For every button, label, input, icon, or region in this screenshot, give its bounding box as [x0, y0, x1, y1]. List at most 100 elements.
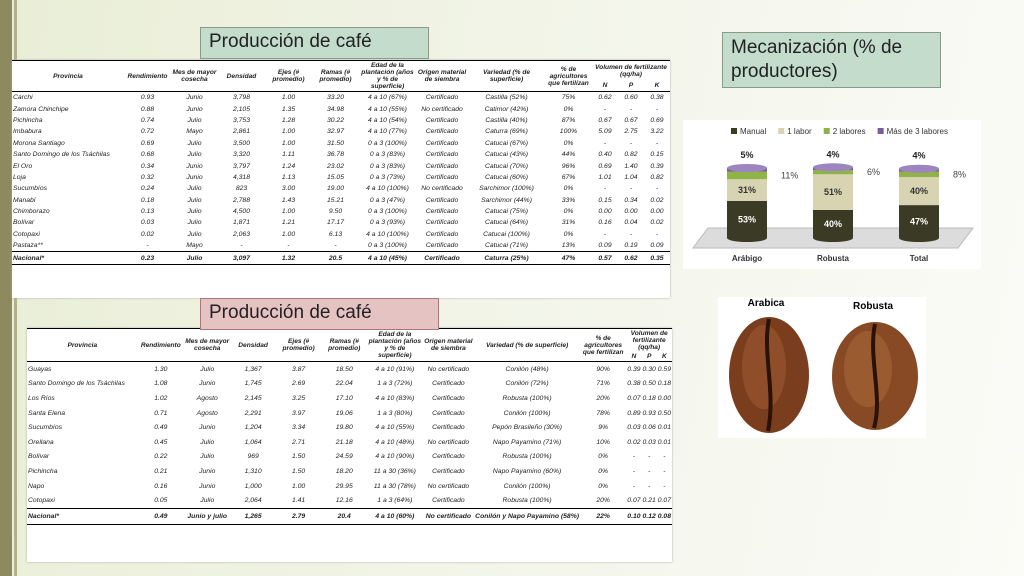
- table-cell: 0.08: [656, 507, 672, 525]
- table-cell: Cotopaxi: [28, 497, 55, 505]
- table-cell: 4 a 10 (91%): [375, 365, 415, 373]
- column-header: Variedad (% de superficie): [468, 60, 545, 92]
- table-cell: Morona Santiago: [13, 139, 65, 147]
- bean-highlight: [844, 331, 892, 407]
- table-title: Producción de café: [200, 298, 439, 330]
- table-cell: 20.4: [321, 507, 368, 525]
- table-cell: 71%: [596, 380, 610, 388]
- table-cell: 1.02: [154, 394, 168, 402]
- table-cell: Junio: [199, 467, 216, 475]
- table-cell: Certificado: [425, 151, 459, 159]
- table-cell: Santa Elena: [28, 409, 66, 417]
- table-cell: Carchi: [13, 94, 33, 102]
- table-row: Guayas 1.30 Julio 1,367 3.87 18.50 4 a 10 (91%…: [27, 362, 672, 377]
- table-cell: Julio: [200, 365, 215, 373]
- table-row: Pichincha 0.74 Julio 3,753 1.28 30.22 4 a 10 (…: [12, 115, 670, 126]
- table-cell: 3,797: [232, 162, 250, 170]
- table-cell: 18.50: [335, 365, 353, 373]
- table-cell: Certificado: [425, 208, 459, 216]
- table-cell: 2,788: [232, 196, 250, 204]
- table-cell: 4 a 10 (100%): [366, 230, 409, 238]
- table-cell: Julio: [187, 185, 202, 193]
- table-cell: 1.50: [291, 453, 306, 461]
- table-cell: Junio: [199, 424, 216, 432]
- table-cell: Junio: [199, 380, 216, 388]
- table-row: Imbabura 0.72 Mayo 2,861 1.00 32.97 4 a 10 (77…: [12, 126, 670, 137]
- table-cell: 19.80: [335, 424, 353, 432]
- table-cell: 0%: [563, 139, 574, 147]
- table-cell: Bolívar: [28, 453, 50, 461]
- table-cell: Castilla (40%): [485, 116, 528, 124]
- table-cell: 2,063: [232, 230, 250, 238]
- table-cell: Certificado: [425, 116, 459, 124]
- table-row: Los Ríos 1.02 Agosto 2,145 3.25 17.10 4 a 10 (…: [27, 391, 672, 406]
- table-cell: 13%: [561, 242, 576, 250]
- table-cell: 1.00: [281, 128, 296, 136]
- table-row: Santo Domingo de los Tsáchilas 0.68 Julio 3…: [12, 149, 670, 160]
- table-cell: 0.16: [598, 219, 612, 227]
- table-cell: Loja: [13, 173, 26, 181]
- table-cell: 1.11: [282, 151, 295, 159]
- column-header: Variedad (% de superficie): [474, 328, 581, 362]
- table-cell: 29.95: [335, 482, 353, 490]
- table-cell: 2,861: [232, 128, 250, 136]
- value-label: 40%: [824, 219, 842, 229]
- table-cell: Chimborazo: [13, 208, 50, 216]
- table-cell: Conilón (100%): [503, 409, 551, 417]
- table-cell: 0 a 3 (47%): [369, 196, 406, 204]
- table-cell: 4 a 10 (54%): [368, 116, 407, 124]
- table-cell: Sarchimor (44%): [481, 196, 532, 204]
- table-cell: 6.13: [328, 230, 343, 238]
- table-row: Morona Santiago 0.69 Julio 3,500 1.00 31.50 0 …: [12, 138, 670, 149]
- table-cell: 1.24: [281, 162, 296, 170]
- bar-top: [899, 164, 939, 173]
- value-label: 11%: [781, 170, 798, 180]
- table-cell: No certificado: [422, 507, 475, 525]
- table-cell: 1 a 3 (64%): [377, 497, 413, 505]
- table-cell: 0.12: [641, 507, 657, 525]
- table-cell: 0.21: [642, 497, 656, 505]
- column-subheader: N: [592, 80, 618, 93]
- bar-segment: [899, 177, 939, 206]
- table-row: Manabí 0.18 Julio 2,788 1.43 15.21 0 a 3 (47%)…: [12, 195, 670, 206]
- table-cell: 0.50: [657, 409, 671, 417]
- value-label: 53%: [738, 214, 756, 224]
- table-cell: 0.67: [624, 116, 638, 124]
- table-cell: 0.18: [140, 196, 155, 204]
- table-cell: 20%: [596, 394, 610, 402]
- bar-segment: [727, 200, 767, 238]
- table-cell: 4 a 10 (60%): [367, 507, 423, 525]
- table-cell: 32.97: [326, 128, 344, 136]
- table-cell: Catimor (42%): [484, 105, 529, 113]
- table-cell: 0.69: [140, 139, 155, 147]
- value-label: 5%: [740, 150, 753, 160]
- table-cell: -: [663, 453, 666, 461]
- column-header: Provincia: [27, 328, 138, 362]
- table-cell: Julio: [187, 151, 202, 159]
- table-cell: 1.32: [265, 251, 312, 265]
- table-cell: Junio: [186, 162, 203, 170]
- table-cell: 1.00: [281, 94, 296, 102]
- column-header: Provincia: [12, 60, 124, 92]
- beans-image: Arabica Robusta: [718, 297, 926, 438]
- table-cell: Julio: [200, 453, 215, 461]
- table-cell: 1,310: [244, 467, 262, 475]
- table-cell: 4 a 10 (45%): [359, 251, 416, 265]
- table-cell: 0.32: [140, 173, 155, 181]
- table-cell: Junio: [199, 482, 216, 490]
- bar-segment: [727, 171, 767, 180]
- table-cell: Los Ríos: [28, 394, 55, 402]
- data-table: Provincia Rendimiento Mes de mayor cosecha…: [27, 328, 672, 525]
- table-cell: Junio y julio: [184, 507, 231, 525]
- table-cell: Certificado: [425, 242, 459, 250]
- table-cell: 0.71: [154, 409, 168, 417]
- table-cell: 0.74: [140, 116, 155, 124]
- table-cell: 1,204: [244, 424, 262, 432]
- table-cell: 0 a 3 (73%): [369, 173, 406, 181]
- table-cell: Julio: [187, 230, 202, 238]
- table-row: Carchi 0.93 Junio 3,798 1.00 33.20 4 a 10 (67%…: [12, 92, 670, 104]
- table-cell: 4 a 10 (48%): [375, 438, 415, 446]
- table-cell: 3.22: [650, 128, 664, 136]
- column-header: Mes de mayor cosecha: [184, 328, 231, 362]
